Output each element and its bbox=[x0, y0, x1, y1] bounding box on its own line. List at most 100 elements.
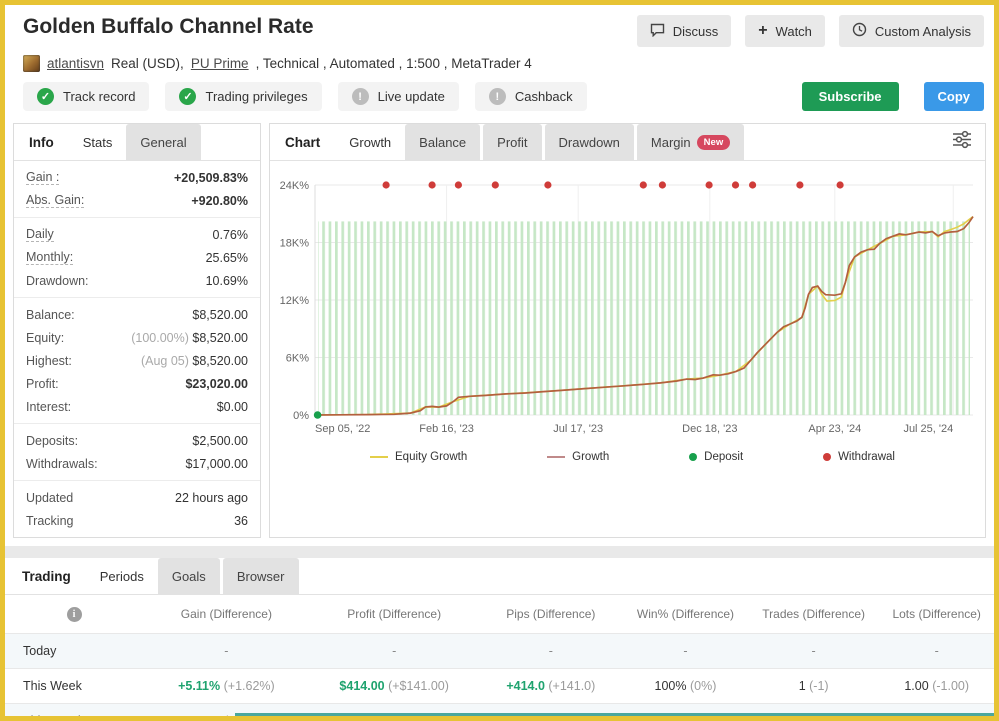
tab-drawdown[interactable]: Drawdown bbox=[544, 124, 634, 160]
info-label[interactable]: Monthly: bbox=[26, 250, 74, 265]
chart-section-title: Chart bbox=[285, 134, 321, 150]
chart-panel: Chart Growth Balance Profit Drawdown Margin N… bbox=[269, 123, 986, 538]
clock-icon bbox=[852, 22, 867, 40]
info-row-updated: Updated 22 hours ago bbox=[14, 486, 260, 509]
periods-section: Trading Periods Goals Browser i Gain (Diffe… bbox=[5, 558, 994, 716]
info-row-gain: Gain : +20,509.83% bbox=[14, 166, 260, 189]
tab-periods[interactable]: Periods bbox=[86, 558, 158, 594]
svg-text:Feb 16, '23: Feb 16, '23 bbox=[419, 423, 474, 435]
sliders-icon bbox=[951, 130, 973, 154]
legend-label: Withdrawal bbox=[838, 451, 895, 463]
tab-balance[interactable]: Balance bbox=[405, 124, 481, 160]
svg-text:12K%: 12K% bbox=[279, 295, 309, 307]
info-label: Balance: bbox=[26, 307, 75, 322]
badge-cashback[interactable]: ! Cashback bbox=[474, 82, 587, 111]
discuss-button[interactable]: Discuss bbox=[636, 15, 732, 47]
tab-browser[interactable]: Browser bbox=[222, 558, 299, 594]
new-badge: New bbox=[696, 134, 731, 150]
info-row-monthly: Monthly: 25.65% bbox=[14, 246, 260, 269]
exclamation-icon: ! bbox=[351, 88, 369, 105]
period-cell: $414.00 (+$141.00) bbox=[309, 668, 479, 704]
info-column-header: i bbox=[5, 595, 143, 634]
legend-label: Equity Growth bbox=[395, 451, 468, 463]
period-cell: - bbox=[478, 633, 624, 669]
info-value: $23,020.00 bbox=[185, 376, 248, 391]
info-label: Deposits: bbox=[26, 433, 79, 448]
chart-tabs-strip: Chart Growth Balance Profit Drawdown Margin N… bbox=[270, 124, 985, 161]
svg-text:Jul 17, '23: Jul 17, '23 bbox=[553, 423, 603, 435]
column-header-gain-difference: Gain (Difference) bbox=[180, 607, 272, 621]
info-row-withdrawals: Withdrawals: $17,000.00 bbox=[14, 452, 260, 475]
custom-analysis-button[interactable]: Custom Analysis bbox=[838, 15, 984, 47]
column-header-trades-difference: Trades (Difference) bbox=[762, 607, 865, 621]
info-tabs-strip: Info Stats General bbox=[14, 124, 260, 161]
info-value: 36 bbox=[234, 513, 248, 528]
exclamation-icon: ! bbox=[488, 88, 506, 105]
info-label[interactable]: Gain : bbox=[26, 170, 60, 185]
info-row-tracking: Tracking 36 bbox=[14, 509, 260, 532]
info-label: Highest: bbox=[26, 353, 72, 368]
info-label: Tracking bbox=[26, 513, 74, 528]
plus-icon: + bbox=[758, 22, 768, 39]
broker-link[interactable]: PU Prime bbox=[190, 56, 249, 71]
tab-growth[interactable]: Growth bbox=[335, 124, 405, 160]
tab-label: Stats bbox=[82, 134, 113, 150]
periods-tabs-strip: Trading Periods Goals Browser bbox=[5, 558, 994, 595]
svg-text:18K%: 18K% bbox=[279, 238, 309, 250]
tab-goals[interactable]: Goals bbox=[157, 558, 220, 594]
svg-text:Sep 05, '22: Sep 05, '22 bbox=[315, 423, 370, 435]
growth-chart[interactable]: 24K% 18K% 12K% 6K% 0% Sep 05, '22 Feb 16, '23 J… bbox=[271, 169, 985, 447]
info-panel: Info Stats General Gain : +20,509.83% Abs. … bbox=[13, 123, 261, 538]
legend-deposit[interactable]: Deposit bbox=[689, 451, 743, 463]
tab-profit[interactable]: Profit bbox=[483, 124, 542, 160]
badge-list: ✓ Track record ✓ Trading privileges ! Live up… bbox=[23, 82, 587, 111]
subscribe-button[interactable]: Subscribe bbox=[801, 82, 899, 111]
tab-stats[interactable]: Stats bbox=[69, 124, 127, 160]
chat-icon bbox=[650, 23, 665, 40]
period-cell: +414.0 (+141.0) bbox=[478, 668, 624, 704]
svg-text:6K%: 6K% bbox=[285, 353, 308, 365]
svg-text:0%: 0% bbox=[293, 410, 309, 422]
info-label[interactable]: Daily bbox=[26, 227, 54, 242]
legend-label: Growth bbox=[572, 451, 610, 463]
info-row-abs-gain: Abs. Gain: +920.80% bbox=[14, 189, 260, 212]
badge-label: Track record bbox=[63, 89, 136, 104]
info-icon[interactable]: i bbox=[66, 607, 82, 622]
info-label[interactable]: Abs. Gain: bbox=[26, 193, 85, 208]
page-title: Golden Buffalo Channel Rate bbox=[23, 15, 314, 38]
info-row-drawdown: Drawdown: 10.69% bbox=[14, 269, 260, 292]
legend-equity-growth[interactable]: Equity Growth bbox=[370, 451, 467, 463]
avatar bbox=[23, 55, 40, 72]
period-label: Today bbox=[5, 633, 143, 669]
bottom-accent-line bbox=[235, 713, 994, 716]
tab-general[interactable]: General bbox=[126, 124, 201, 160]
periods-table: i Gain (Difference) Profit (Difference) Pip… bbox=[5, 595, 994, 716]
badge-trading-privileges[interactable]: ✓ Trading privileges bbox=[165, 82, 322, 111]
info-row-daily: Daily 0.76% bbox=[14, 223, 260, 246]
legend-withdrawal[interactable]: Withdrawal bbox=[823, 451, 895, 463]
watch-button[interactable]: + Watch bbox=[745, 15, 825, 47]
info-rows: Gain : +20,509.83% Abs. Gain: +920.80% Daily… bbox=[14, 161, 260, 537]
chart-settings-button[interactable] bbox=[951, 124, 985, 160]
badge-track-record[interactable]: ✓ Track record bbox=[23, 82, 150, 111]
discuss-label: Discuss bbox=[672, 23, 719, 39]
column-header-lots-difference: Lots (Difference) bbox=[892, 607, 981, 621]
copy-button[interactable]: Copy bbox=[923, 82, 984, 111]
watch-label: Watch bbox=[775, 23, 812, 39]
tab-margin[interactable]: Margin New bbox=[636, 124, 745, 160]
legend-line-swatch bbox=[370, 456, 388, 458]
legend-growth[interactable]: Growth bbox=[547, 451, 609, 463]
username-link[interactable]: atlantisvn bbox=[47, 56, 105, 71]
period-cell: - bbox=[309, 633, 479, 669]
chart-tabs: Growth Balance Profit Drawdown Margin New bbox=[335, 124, 747, 160]
svg-text:Jul 25, '24: Jul 25, '24 bbox=[903, 423, 953, 435]
period-cell: - bbox=[747, 633, 880, 669]
info-label: Drawdown: bbox=[26, 273, 89, 288]
badge-live-update[interactable]: ! Live update bbox=[337, 82, 459, 111]
legend-dot-swatch bbox=[823, 453, 832, 461]
period-cell: 100% (0%) bbox=[623, 668, 748, 704]
header-actions: Discuss + Watch Custom Analysis bbox=[636, 15, 984, 47]
info-row-highest: Highest: (Aug 05) $8,520.00 bbox=[14, 349, 260, 372]
legend-label: Deposit bbox=[704, 451, 744, 463]
